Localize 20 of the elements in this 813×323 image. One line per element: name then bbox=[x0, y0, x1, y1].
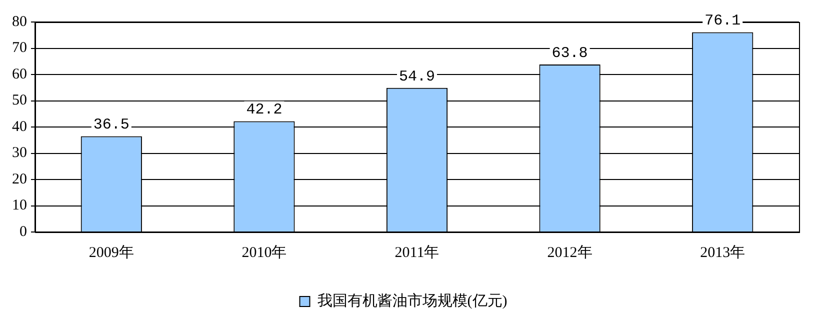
data-label: 76.1 bbox=[704, 12, 741, 30]
data-label: 54.9 bbox=[398, 68, 436, 86]
data-label: 42.2 bbox=[246, 102, 282, 119]
y-tick-label: 50 bbox=[12, 92, 27, 109]
y-tick-label: 0 bbox=[20, 224, 27, 240]
y-tick-label: 30 bbox=[12, 145, 27, 162]
y-tick-label: 60 bbox=[12, 66, 27, 82]
data-label: 36.5 bbox=[93, 116, 130, 134]
y-tick-label: 10 bbox=[12, 198, 27, 214]
legend-label: 我国有机酱油市场规模(亿元) bbox=[317, 292, 508, 310]
x-tick-label: 2010年 bbox=[242, 244, 287, 261]
y-tick-label: 70 bbox=[12, 40, 27, 56]
y-tick-label: 40 bbox=[12, 118, 27, 135]
x-tick-label: 2012年 bbox=[547, 244, 592, 261]
y-tick-label: 80 bbox=[12, 14, 27, 30]
data-label: 63.8 bbox=[552, 44, 588, 62]
x-tick-label: 2009年 bbox=[88, 244, 134, 261]
x-tick-label: 2013年 bbox=[700, 244, 746, 261]
x-tick-label: 2011年 bbox=[394, 244, 440, 261]
y-tick-label: 20 bbox=[12, 171, 27, 188]
